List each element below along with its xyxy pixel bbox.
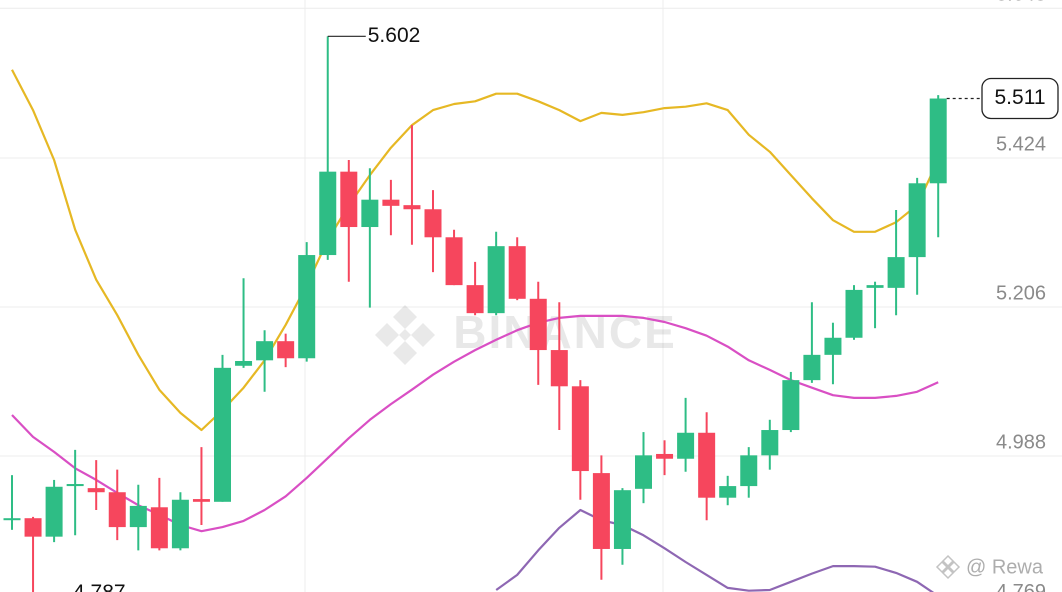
candle-body — [340, 171, 358, 228]
credit: @ Rewa — [966, 556, 1044, 578]
indicator-line — [495, 508, 935, 592]
candle-body — [571, 386, 589, 472]
candle-body — [45, 486, 63, 537]
candle-body — [235, 360, 253, 366]
candle-body — [150, 507, 168, 549]
candle-body — [256, 341, 274, 361]
candle-body — [24, 518, 42, 537]
candles — [3, 36, 947, 592]
candle-body — [613, 490, 631, 549]
candle-body — [803, 354, 821, 381]
candle-body — [656, 453, 674, 459]
candle-body — [214, 367, 231, 502]
candle-body — [3, 518, 21, 521]
low-annotation: 4.787 — [73, 581, 126, 592]
candle-body — [866, 285, 884, 288]
candle-body — [698, 432, 716, 498]
candle-body — [824, 337, 842, 355]
candle-body — [719, 486, 737, 498]
annotations: 5.602 4.787 5.511 — [73, 24, 1059, 592]
candle-body — [192, 499, 210, 502]
last-price-label: 5.511 — [995, 86, 1046, 109]
y-tick-label: 4.769 — [996, 581, 1046, 592]
candle-body — [66, 484, 84, 487]
candle-body — [929, 98, 947, 184]
watermark-logo — [375, 305, 435, 365]
y-tick-label: 5.643 — [996, 0, 1046, 6]
candle-body — [782, 380, 800, 431]
candle-body — [740, 455, 758, 487]
candle-body — [635, 455, 652, 489]
candle-body — [382, 199, 400, 206]
candle-body — [361, 199, 379, 228]
candle-body — [761, 430, 779, 456]
candle-body — [171, 499, 189, 549]
last-price-box — [981, 77, 1059, 120]
candle-body — [87, 488, 105, 493]
candle-body — [550, 350, 568, 387]
candle-body — [298, 255, 316, 359]
candle-body — [277, 341, 295, 359]
candle-body — [908, 183, 926, 258]
credit-icon — [935, 554, 961, 580]
candle-body — [677, 432, 695, 459]
candle-body — [129, 505, 147, 528]
candle-body — [487, 246, 505, 314]
candle-body — [508, 246, 526, 299]
y-tick-label: 5.206 — [996, 282, 1046, 304]
candle-body — [592, 473, 610, 549]
candle-body — [466, 285, 484, 314]
indicator-line — [11, 69, 940, 432]
candle-body — [403, 205, 421, 210]
candle-body — [108, 492, 126, 528]
y-tick-label: 5.424 — [996, 133, 1046, 155]
watermark: BINANCE — [453, 306, 677, 358]
candle-body — [424, 209, 442, 238]
high-annotation: 5.602 — [368, 24, 421, 47]
candle-body — [845, 289, 863, 338]
candle-body — [319, 171, 337, 256]
candle-body — [445, 237, 463, 286]
candle-body — [887, 257, 905, 288]
y-tick-label: 4.988 — [996, 431, 1046, 453]
candle-body — [529, 298, 547, 351]
